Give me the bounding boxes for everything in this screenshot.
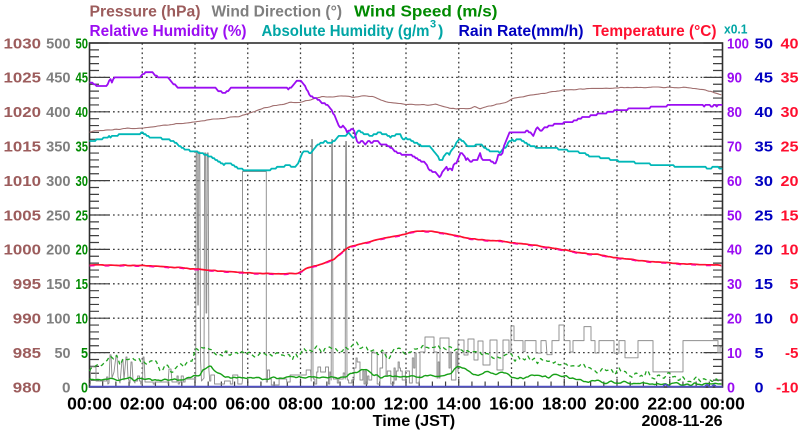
svg-text:22:00: 22:00 (647, 394, 692, 414)
svg-text:450: 450 (46, 70, 70, 87)
svg-text:40: 40 (76, 104, 89, 121)
svg-text:1005: 1005 (4, 207, 42, 224)
svg-text:10: 10 (727, 345, 742, 362)
svg-text:40: 40 (781, 35, 799, 52)
svg-text:985: 985 (13, 345, 41, 362)
svg-text:25: 25 (755, 207, 774, 224)
svg-text:00:00: 00:00 (700, 394, 745, 414)
svg-text:1010: 1010 (4, 173, 42, 190)
svg-text:45: 45 (76, 70, 89, 87)
svg-text:0: 0 (727, 379, 735, 396)
svg-text:250: 250 (46, 207, 70, 224)
svg-text:1000: 1000 (4, 242, 42, 259)
svg-text:0: 0 (755, 379, 764, 396)
svg-text:30: 30 (781, 104, 799, 121)
svg-text:0: 0 (790, 311, 799, 328)
svg-text:10: 10 (781, 242, 799, 259)
svg-text:30: 30 (727, 276, 742, 293)
svg-text:5: 5 (81, 345, 88, 362)
svg-text:20: 20 (755, 242, 774, 259)
svg-text:300: 300 (46, 173, 70, 190)
svg-text:18:00: 18:00 (542, 394, 587, 414)
svg-text:80: 80 (727, 104, 742, 121)
svg-text:30: 30 (76, 173, 89, 190)
svg-text:15: 15 (781, 207, 799, 224)
svg-text:35: 35 (755, 139, 774, 156)
svg-text:15: 15 (76, 276, 89, 293)
svg-text:995: 995 (13, 276, 41, 293)
svg-text:10: 10 (755, 311, 774, 328)
svg-text:1025: 1025 (4, 70, 42, 87)
svg-text:20: 20 (76, 242, 89, 259)
svg-text:Rain Rate(mm/h): Rain Rate(mm/h) (459, 23, 584, 40)
svg-text:50: 50 (755, 35, 774, 52)
svg-text:25: 25 (781, 139, 799, 156)
svg-text:): ) (438, 23, 443, 40)
svg-text:10: 10 (76, 311, 89, 328)
svg-text:40: 40 (727, 242, 742, 259)
svg-text:90: 90 (727, 70, 742, 87)
svg-text:20: 20 (727, 311, 742, 328)
svg-text:x0.1: x0.1 (724, 22, 748, 37)
svg-text:35: 35 (781, 70, 799, 87)
svg-text:20: 20 (781, 173, 799, 190)
svg-text:Time (JST): Time (JST) (373, 413, 456, 430)
svg-text:-5: -5 (785, 345, 799, 362)
svg-text:60: 60 (727, 173, 742, 190)
svg-text:150: 150 (46, 276, 70, 293)
svg-text:Pressure (hPa): Pressure (hPa) (90, 4, 201, 21)
svg-text:980: 980 (13, 379, 41, 396)
svg-text:500: 500 (46, 35, 70, 52)
svg-text:1020: 1020 (4, 104, 42, 121)
svg-text:20:00: 20:00 (595, 394, 640, 414)
svg-text:1030: 1030 (4, 35, 42, 52)
svg-text:02:00: 02:00 (120, 394, 165, 414)
svg-text:30: 30 (755, 173, 774, 190)
svg-text:400: 400 (46, 104, 70, 121)
svg-text:200: 200 (46, 242, 70, 259)
svg-text:10:00: 10:00 (331, 394, 376, 414)
svg-text:-10: -10 (776, 379, 799, 396)
svg-text:0: 0 (62, 379, 71, 396)
svg-text:3: 3 (430, 19, 436, 31)
svg-text:100: 100 (727, 35, 749, 52)
svg-text:40: 40 (755, 104, 774, 121)
svg-text:04:00: 04:00 (173, 394, 218, 414)
svg-text:12:00: 12:00 (384, 394, 429, 414)
svg-text:Absolute Humidity (g/m: Absolute Humidity (g/m (262, 23, 430, 40)
svg-text:Temperature (°C): Temperature (°C) (593, 23, 717, 40)
svg-text:5: 5 (790, 276, 799, 293)
svg-text:50: 50 (76, 35, 89, 52)
svg-text:2008-11-26: 2008-11-26 (642, 413, 723, 430)
svg-text:350: 350 (46, 139, 70, 156)
svg-text:Relative Humidity (%): Relative Humidity (%) (90, 23, 247, 40)
svg-text:990: 990 (13, 311, 41, 328)
svg-text:45: 45 (755, 70, 774, 87)
svg-text:14:00: 14:00 (436, 394, 481, 414)
svg-text:06:00: 06:00 (225, 394, 270, 414)
svg-text:1015: 1015 (4, 139, 42, 156)
svg-text:5: 5 (755, 345, 764, 362)
svg-text:Wind Speed (m/s): Wind Speed (m/s) (354, 4, 498, 21)
svg-text:100: 100 (46, 311, 70, 328)
svg-text:0: 0 (81, 379, 88, 396)
svg-text:25: 25 (76, 207, 89, 224)
svg-text:08:00: 08:00 (278, 394, 323, 414)
svg-text:16:00: 16:00 (489, 394, 534, 414)
svg-text:50: 50 (55, 345, 71, 362)
svg-text:35: 35 (76, 139, 89, 156)
svg-text:50: 50 (727, 207, 742, 224)
svg-text:70: 70 (727, 139, 742, 156)
svg-text:00:00: 00:00 (67, 394, 112, 414)
svg-text:Wind Direction (°): Wind Direction (°) (212, 4, 343, 21)
svg-text:15: 15 (755, 276, 774, 293)
